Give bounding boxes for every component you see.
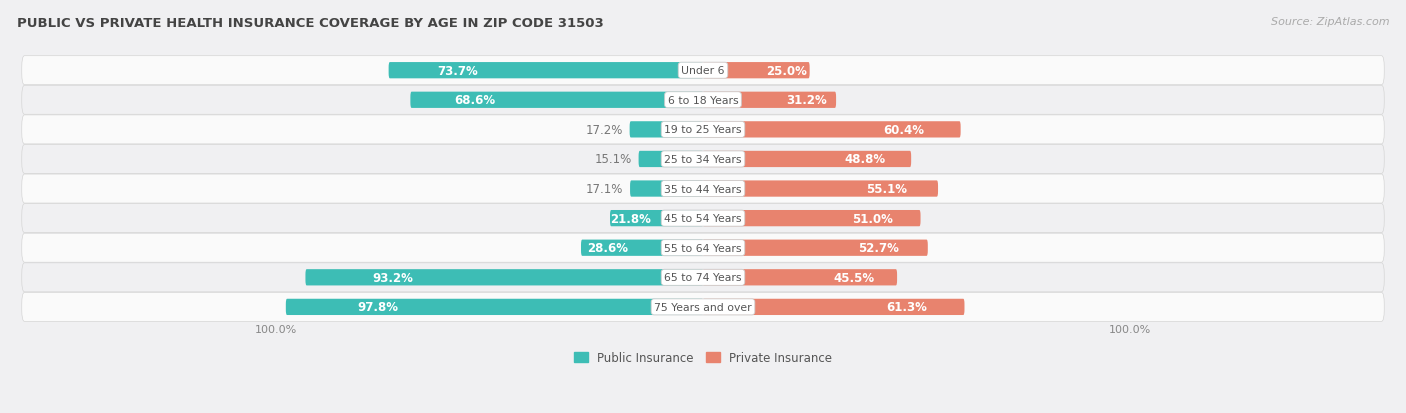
FancyBboxPatch shape [703, 270, 897, 286]
Text: 75 Years and over: 75 Years and over [654, 302, 752, 312]
FancyBboxPatch shape [581, 240, 703, 256]
Text: 93.2%: 93.2% [373, 271, 413, 284]
FancyBboxPatch shape [21, 86, 1385, 115]
Text: 17.1%: 17.1% [586, 183, 623, 196]
Text: 61.3%: 61.3% [887, 301, 928, 313]
Text: 73.7%: 73.7% [437, 64, 478, 78]
Text: 6 to 18 Years: 6 to 18 Years [668, 95, 738, 106]
FancyBboxPatch shape [703, 152, 911, 168]
FancyBboxPatch shape [21, 263, 1385, 292]
FancyBboxPatch shape [703, 181, 938, 197]
FancyBboxPatch shape [703, 240, 928, 256]
FancyBboxPatch shape [21, 175, 1385, 204]
Text: 28.6%: 28.6% [588, 242, 628, 254]
Text: 45 to 54 Years: 45 to 54 Years [664, 214, 742, 223]
Text: Source: ZipAtlas.com: Source: ZipAtlas.com [1271, 17, 1389, 26]
Text: 25.0%: 25.0% [766, 64, 807, 78]
Text: 15.1%: 15.1% [595, 153, 631, 166]
Text: 97.8%: 97.8% [357, 301, 398, 313]
FancyBboxPatch shape [411, 93, 703, 109]
FancyBboxPatch shape [285, 299, 703, 315]
Text: 31.2%: 31.2% [786, 94, 827, 107]
FancyBboxPatch shape [630, 122, 703, 138]
FancyBboxPatch shape [630, 181, 703, 197]
Text: 55 to 64 Years: 55 to 64 Years [664, 243, 742, 253]
FancyBboxPatch shape [638, 152, 703, 168]
Text: PUBLIC VS PRIVATE HEALTH INSURANCE COVERAGE BY AGE IN ZIP CODE 31503: PUBLIC VS PRIVATE HEALTH INSURANCE COVER… [17, 17, 603, 29]
FancyBboxPatch shape [388, 63, 703, 79]
FancyBboxPatch shape [610, 211, 703, 227]
Text: 51.0%: 51.0% [852, 212, 893, 225]
Text: Under 6: Under 6 [682, 66, 724, 76]
FancyBboxPatch shape [703, 63, 810, 79]
FancyBboxPatch shape [21, 204, 1385, 233]
Text: 45.5%: 45.5% [834, 271, 875, 284]
FancyBboxPatch shape [21, 234, 1385, 263]
FancyBboxPatch shape [21, 57, 1385, 85]
Text: 68.6%: 68.6% [454, 94, 495, 107]
Text: 52.7%: 52.7% [858, 242, 898, 254]
FancyBboxPatch shape [703, 122, 960, 138]
Text: 48.8%: 48.8% [845, 153, 886, 166]
Text: 65 to 74 Years: 65 to 74 Years [664, 273, 742, 282]
Text: 25 to 34 Years: 25 to 34 Years [664, 154, 742, 164]
Text: 60.4%: 60.4% [883, 123, 925, 137]
Text: 21.8%: 21.8% [610, 212, 651, 225]
Text: 17.2%: 17.2% [585, 123, 623, 137]
Text: 35 to 44 Years: 35 to 44 Years [664, 184, 742, 194]
FancyBboxPatch shape [21, 145, 1385, 174]
FancyBboxPatch shape [305, 270, 703, 286]
FancyBboxPatch shape [21, 116, 1385, 145]
FancyBboxPatch shape [703, 211, 921, 227]
Text: 55.1%: 55.1% [866, 183, 907, 196]
FancyBboxPatch shape [21, 293, 1385, 322]
Legend: Public Insurance, Private Insurance: Public Insurance, Private Insurance [574, 351, 832, 364]
Text: 19 to 25 Years: 19 to 25 Years [664, 125, 742, 135]
FancyBboxPatch shape [703, 93, 837, 109]
FancyBboxPatch shape [703, 299, 965, 315]
